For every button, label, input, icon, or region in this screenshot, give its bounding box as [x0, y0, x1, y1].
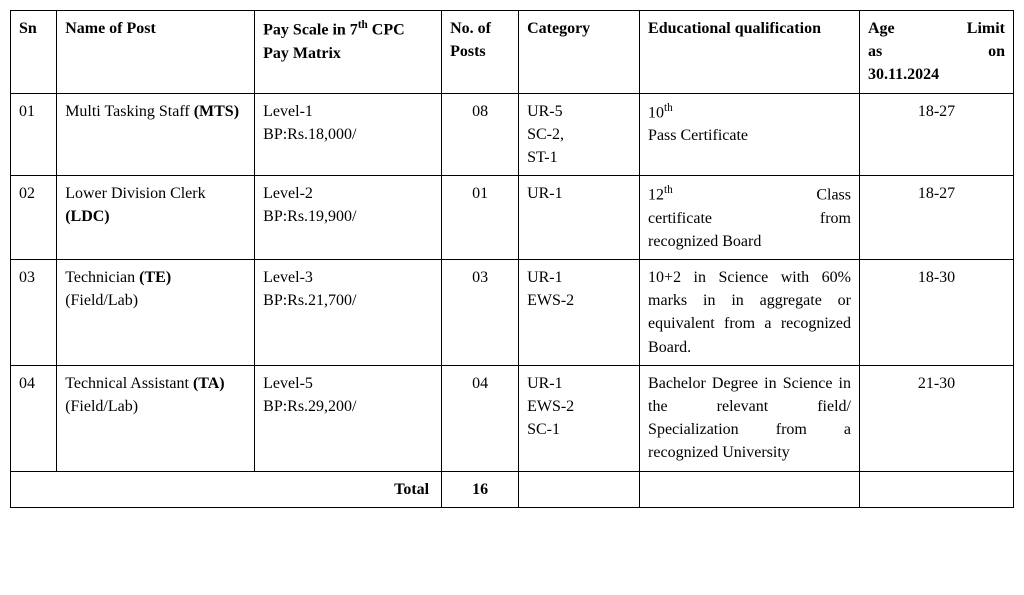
cell-category: UR-1 [519, 176, 640, 260]
cell-name: Lower Division Clerk (LDC) [57, 176, 255, 260]
cell-name: Technical Assistant (TA) (Field/Lab) [57, 365, 255, 471]
cell-posts: 04 [442, 365, 519, 471]
cell-age: 21-30 [860, 365, 1014, 471]
cell-age: 18-27 [860, 176, 1014, 260]
cell-posts: 01 [442, 176, 519, 260]
total-empty-age [860, 471, 1014, 507]
cell-edu: Bachelor Degree in Science in the releva… [640, 365, 860, 471]
recruitment-table: SnName of PostPay Scale in 7th CPC Pay M… [10, 10, 1014, 508]
table-row: 04Technical Assistant (TA) (Field/Lab)Le… [11, 365, 1014, 471]
total-row: Total 16 [11, 471, 1014, 507]
cell-pay: Level-5BP:Rs.29,200/ [255, 365, 442, 471]
cell-sn: 01 [11, 93, 57, 176]
total-label: Total [11, 471, 442, 507]
cell-sn: 02 [11, 176, 57, 260]
cell-name: Technician (TE) (Field/Lab) [57, 260, 255, 366]
cell-category: UR-1EWS-2 [519, 260, 640, 366]
total-empty-category [519, 471, 640, 507]
cell-pay: Level-3BP:Rs.21,700/ [255, 260, 442, 366]
cell-category: UR-1EWS-2SC-1 [519, 365, 640, 471]
cell-sn: 03 [11, 260, 57, 366]
table-row: 02Lower Division Clerk (LDC)Level-2BP:Rs… [11, 176, 1014, 260]
col-header-pay: Pay Scale in 7th CPC Pay Matrix [255, 11, 442, 94]
col-header-age: Age Limitas on30.11.2024 [860, 11, 1014, 94]
total-empty-edu [640, 471, 860, 507]
total-value: 16 [442, 471, 519, 507]
cell-sn: 04 [11, 365, 57, 471]
col-header-category: Category [519, 11, 640, 94]
col-header-posts: No. of Posts [442, 11, 519, 94]
col-header-name: Name of Post [57, 11, 255, 94]
cell-pay: Level-1BP:Rs.18,000/ [255, 93, 442, 176]
cell-posts: 08 [442, 93, 519, 176]
cell-pay: Level-2BP:Rs.19,900/ [255, 176, 442, 260]
cell-edu: 10+2 in Science with 60% marks in in agg… [640, 260, 860, 366]
cell-age: 18-30 [860, 260, 1014, 366]
table-row: 03Technician (TE) (Field/Lab)Level-3BP:R… [11, 260, 1014, 366]
cell-edu: 12th Classcertificate fromrecognized Boa… [640, 176, 860, 260]
cell-age: 18-27 [860, 93, 1014, 176]
cell-edu: 10thPass Certificate [640, 93, 860, 176]
table-header-row: SnName of PostPay Scale in 7th CPC Pay M… [11, 11, 1014, 94]
col-header-edu: Educational qualification [640, 11, 860, 94]
cell-posts: 03 [442, 260, 519, 366]
cell-category: UR-5SC-2,ST-1 [519, 93, 640, 176]
table-row: 01Multi Tasking Staff (MTS)Level-1BP:Rs.… [11, 93, 1014, 176]
cell-name: Multi Tasking Staff (MTS) [57, 93, 255, 176]
col-header-sn: Sn [11, 11, 57, 94]
